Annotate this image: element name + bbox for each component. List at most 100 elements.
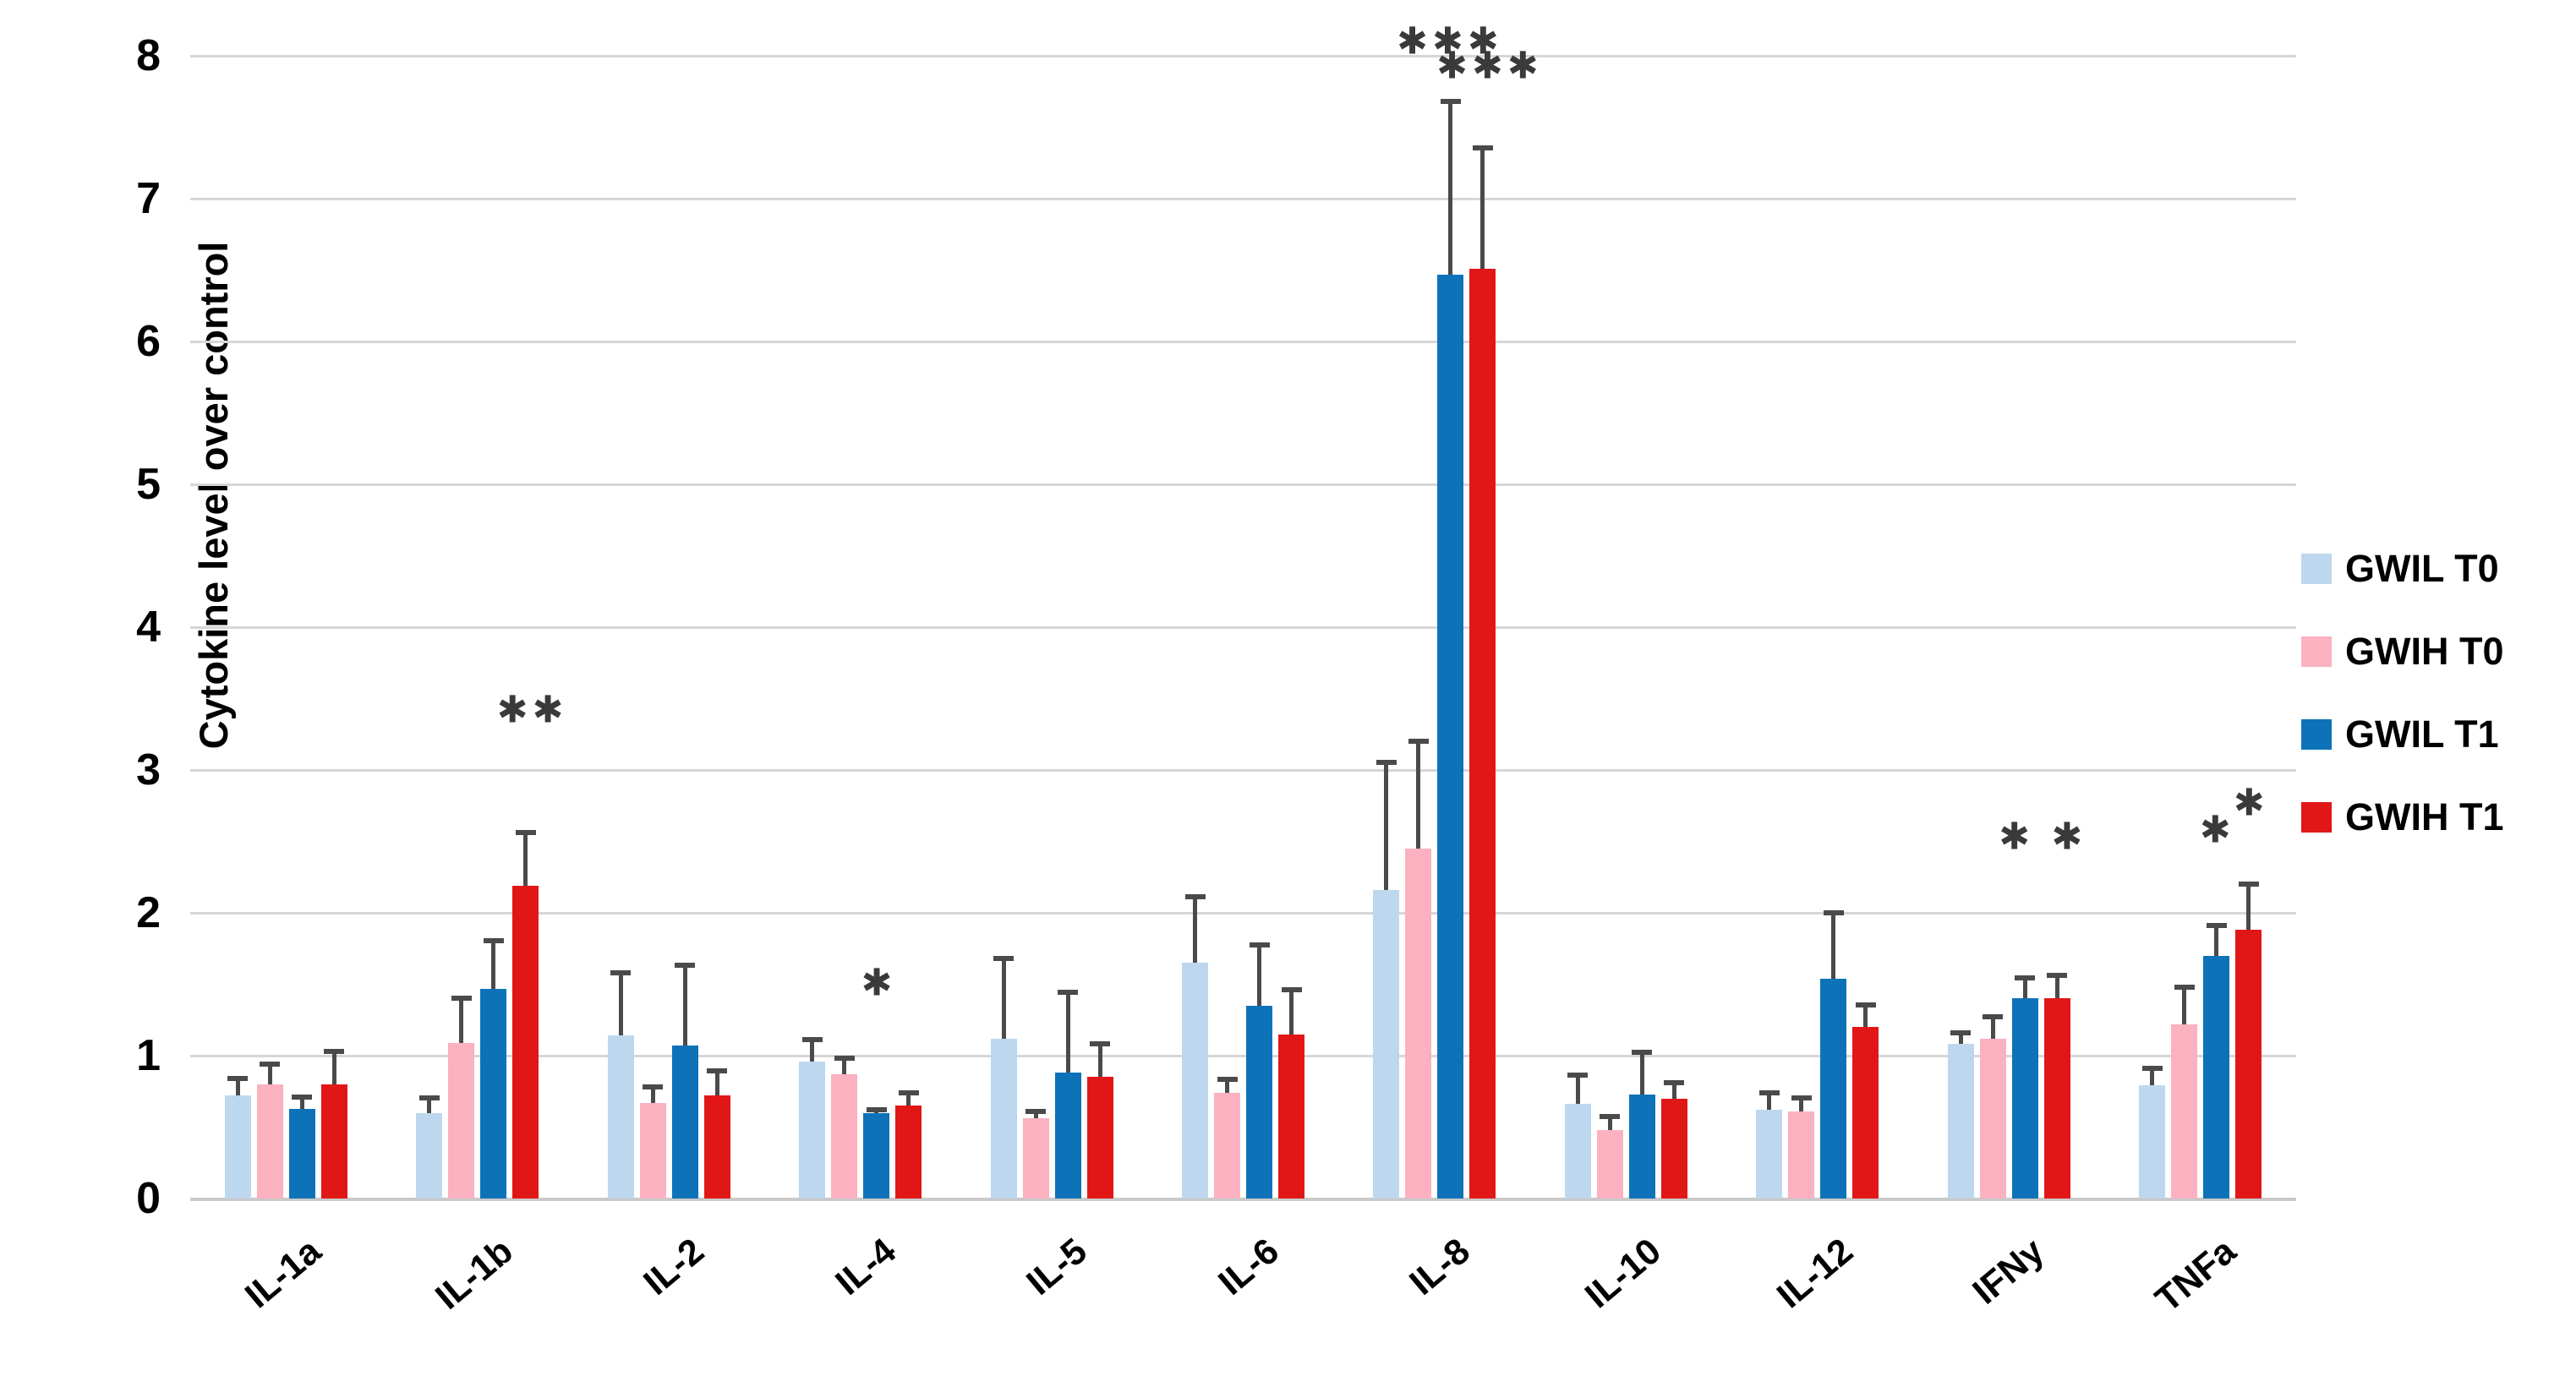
x-tick-label-tnfa: TNFa	[2147, 1231, 2244, 1320]
bar-gwih-t1-il-4	[895, 1106, 922, 1199]
error-bar-cap	[1600, 1114, 1621, 1120]
bar-gwil-t1-il-8	[1437, 274, 1464, 1199]
error-bar	[2054, 972, 2059, 999]
x-tick-label-ifny: IFNy	[1965, 1231, 2053, 1313]
error-bar-cap	[515, 829, 536, 835]
significance-marker: ✱	[2233, 781, 2269, 825]
bar-gwil-t1-il-5	[1054, 1073, 1081, 1199]
error-bar	[1097, 1041, 1102, 1078]
error-bar	[2182, 984, 2187, 1024]
error-bar-cap	[2238, 881, 2259, 887]
error-bar-cap	[2047, 972, 2068, 978]
error-bar	[842, 1056, 847, 1074]
error-bar	[1990, 1013, 1995, 1039]
bar-gwil-t1-ifny	[2011, 998, 2038, 1199]
legend-swatch	[2301, 554, 2332, 584]
error-bar	[1607, 1114, 1612, 1130]
error-bar-cap	[1408, 738, 1429, 744]
error-bar-cap	[898, 1089, 919, 1095]
error-bar	[2150, 1065, 2155, 1086]
error-bar	[267, 1061, 272, 1084]
error-bar	[1671, 1079, 1676, 1099]
error-bar-cap	[2206, 922, 2227, 928]
y-tick-label: 7	[136, 174, 161, 223]
bar-gwih-t0-il-1a	[256, 1084, 283, 1199]
y-tick-label: 1	[136, 1031, 161, 1080]
error-bar-cap	[1472, 145, 1493, 151]
error-bar-cap	[324, 1048, 345, 1054]
error-bar-cap	[483, 938, 504, 944]
bar-gwil-t0-il-2	[607, 1035, 634, 1199]
error-bar-cap	[1058, 990, 1079, 996]
error-bar-cap	[1281, 986, 1302, 992]
error-bar-cap	[1758, 1089, 1780, 1095]
bar-gwil-t1-il-6	[1246, 1005, 1272, 1199]
legend-label: GWIL T1	[2345, 713, 2499, 756]
bar-gwih-t0-tnfa	[2171, 1024, 2198, 1199]
significance-marker: ✱	[2199, 808, 2235, 852]
x-tick-label-il-4: IL-4	[828, 1231, 904, 1303]
error-bar-cap	[2174, 984, 2195, 990]
error-bar-cap	[1184, 894, 1206, 900]
error-bar	[1416, 738, 1421, 849]
legend-label: GWIH T0	[2345, 630, 2504, 673]
error-bar-cap	[2141, 1065, 2163, 1071]
gridline	[190, 1055, 2296, 1057]
x-axis-line	[190, 1198, 2296, 1201]
error-bar	[331, 1048, 336, 1084]
error-bar	[714, 1068, 719, 1096]
error-bar-cap	[227, 1075, 249, 1081]
legend-item-gwil-t1: GWIL T1	[2301, 713, 2499, 756]
plot-area: Cytokine level over control 0 1 2 3 4 5 6 7 8 IL-…	[136, 20, 2296, 1320]
x-tick-label-il-6: IL-6	[1210, 1231, 1287, 1303]
error-bar	[1863, 1002, 1868, 1028]
bar-gwil-t1-il-1b	[480, 988, 507, 1199]
bar-gwil-t0-il-5	[990, 1038, 1017, 1199]
error-bar	[906, 1089, 911, 1106]
significance-marker: ✱✱	[496, 688, 568, 732]
error-bar	[1001, 955, 1006, 1039]
bar-gwih-t0-il-5	[1022, 1118, 1049, 1199]
error-bar-cap	[1664, 1079, 1685, 1085]
error-bar-cap	[1983, 1013, 2004, 1019]
bar-gwil-t0-tnfa	[2139, 1085, 2166, 1199]
error-bar-cap	[1025, 1108, 1047, 1114]
bar-gwil-t1-il-1a	[288, 1108, 315, 1199]
bar-gwil-t0-il-10	[1564, 1104, 1591, 1199]
error-bar	[1639, 1050, 1644, 1095]
error-bar-cap	[1249, 942, 1270, 948]
error-bar	[1257, 942, 1261, 1006]
error-bar-cap	[1855, 1002, 1876, 1008]
y-tick-label: 5	[136, 460, 161, 509]
y-axis-title: Cytokine level over control	[191, 241, 236, 750]
error-bar-cap	[643, 1084, 664, 1089]
error-bar	[299, 1094, 304, 1109]
error-bar-cap	[451, 996, 472, 1002]
error-bar	[1384, 760, 1389, 890]
bar-gwih-t0-il-6	[1214, 1092, 1240, 1199]
bar-gwil-t1-il-12	[1820, 978, 1847, 1199]
y-tick-label: 2	[136, 888, 161, 937]
bar-gwih-t0-il-2	[639, 1102, 666, 1199]
error-bar	[810, 1037, 815, 1062]
gridline	[190, 483, 2296, 486]
bar-gwih-t1-il-1a	[320, 1084, 347, 1199]
legend-label: GWIH T1	[2345, 795, 2504, 838]
bar-gwih-t1-tnfa	[2235, 930, 2262, 1199]
significance-marker: ✱ ✱	[1999, 815, 2087, 859]
bar-gwih-t0-il-8	[1405, 848, 1432, 1199]
y-tick-label: 8	[136, 31, 161, 80]
error-bar-cap	[1950, 1029, 1972, 1035]
error-bar-cap	[2015, 975, 2036, 981]
legend-item-gwih-t0: GWIH T0	[2301, 630, 2504, 673]
error-bar	[1480, 145, 1485, 269]
legend-swatch	[2301, 719, 2332, 750]
bar-gwih-t1-il-2	[703, 1095, 730, 1199]
bar-gwih-t1-il-5	[1086, 1077, 1113, 1199]
error-bar	[235, 1075, 240, 1096]
legend-swatch	[2301, 802, 2332, 833]
error-bar	[1958, 1029, 1963, 1045]
gridline	[190, 55, 2296, 57]
error-bar-cap	[292, 1094, 313, 1100]
error-bar-cap	[1440, 98, 1461, 104]
